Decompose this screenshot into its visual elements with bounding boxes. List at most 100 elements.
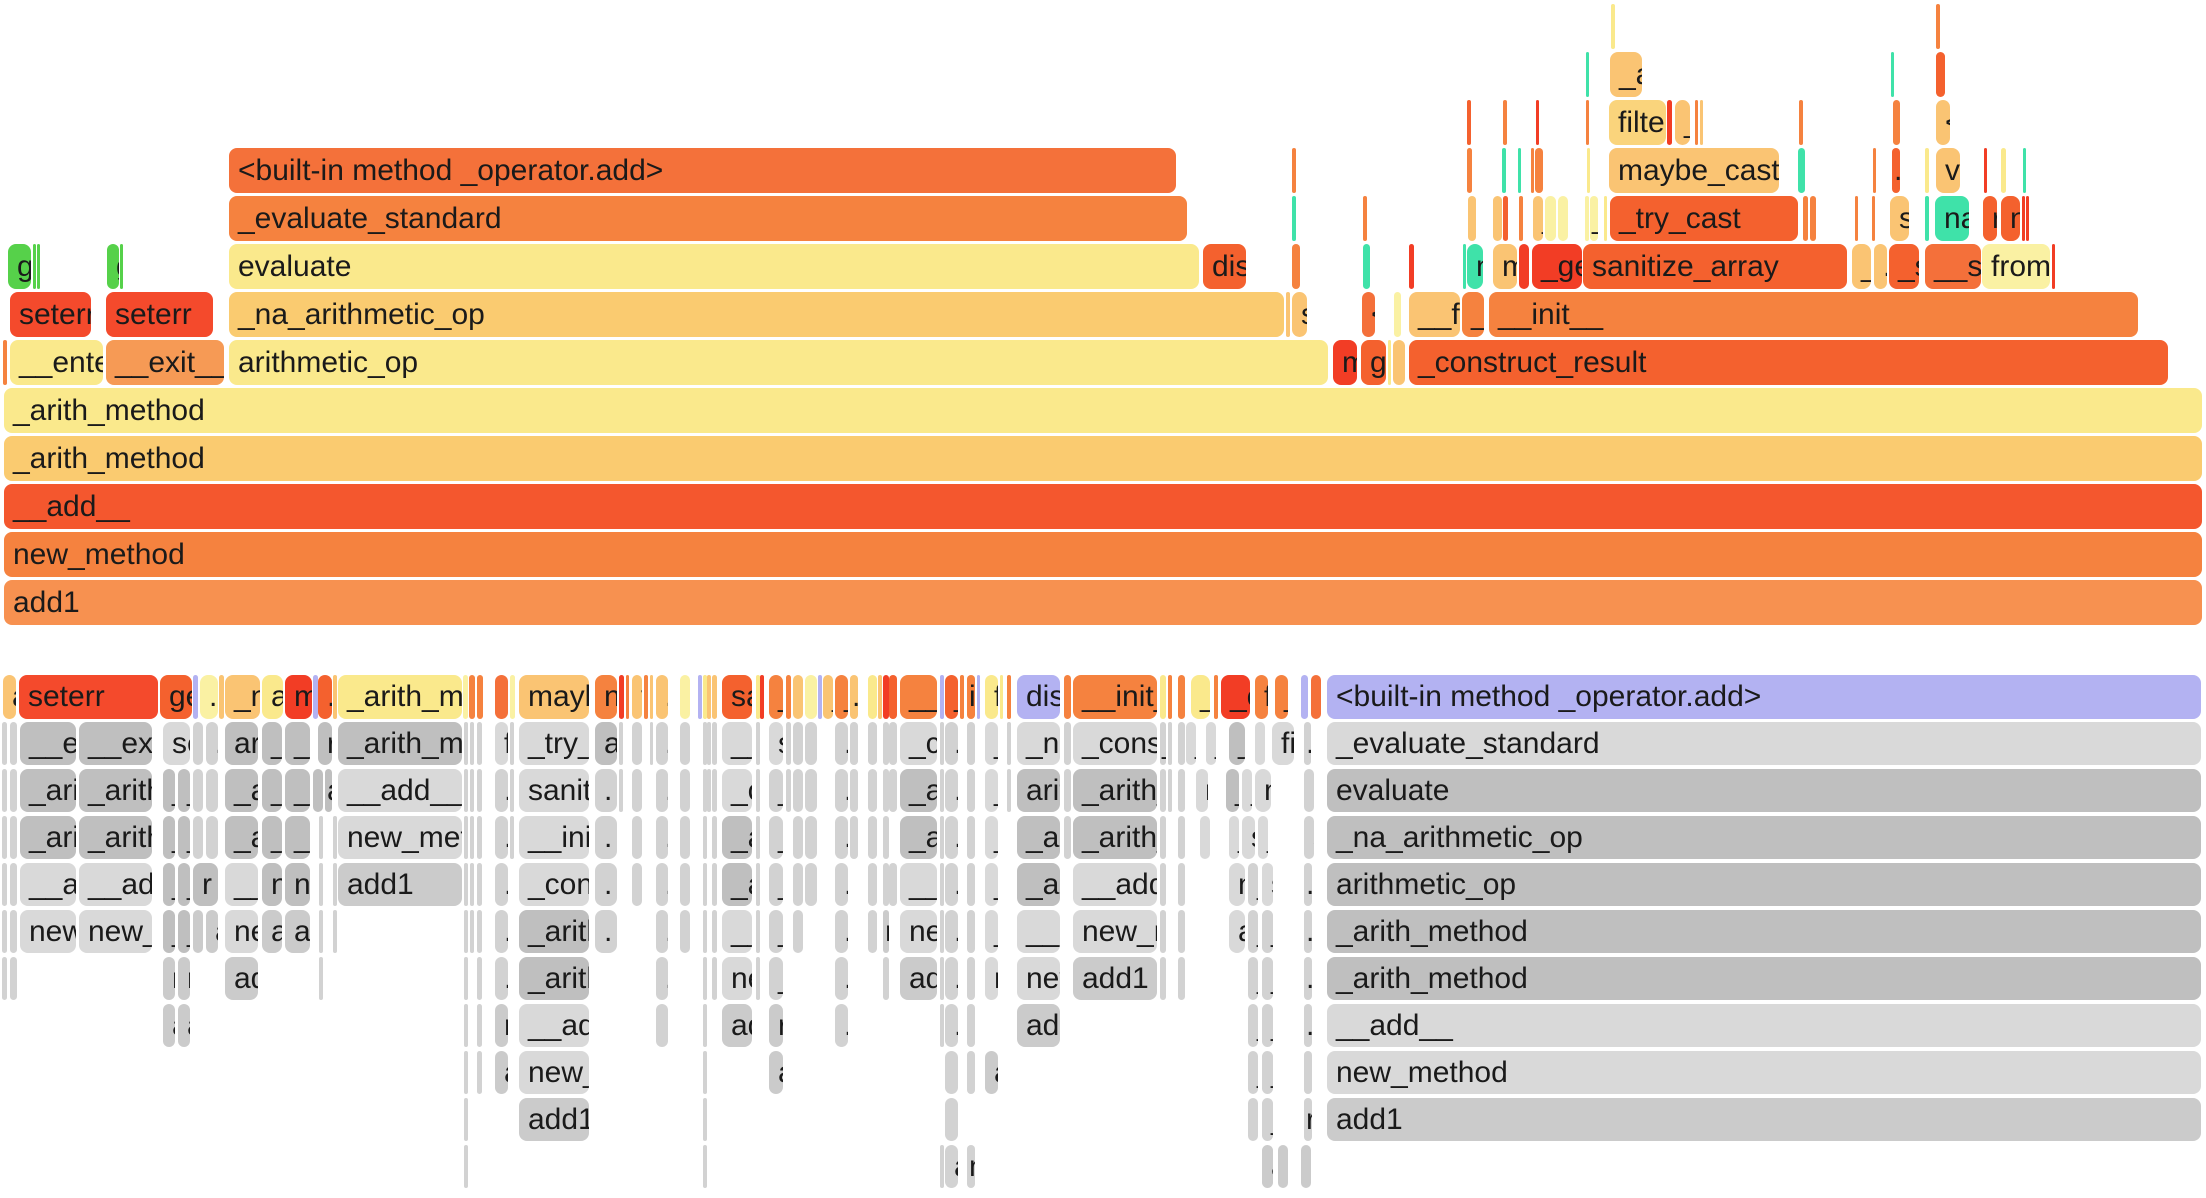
frame-g[interactable]: g (8, 244, 31, 289)
frame-__add_[interactable]: __add_ (1073, 863, 1157, 906)
frame-[interactable]: . (835, 722, 848, 765)
frame-sliver[interactable] (1178, 722, 1185, 765)
frame-sliver[interactable] (1810, 196, 1816, 241)
frame-sliver[interactable] (1467, 148, 1472, 193)
frame-g[interactable]: g (1361, 340, 1386, 385)
frame-_[interactable]: _ (1262, 1051, 1273, 1094)
frame-_[interactable]: _ (178, 910, 190, 953)
frame-__f[interactable]: __f (900, 675, 937, 719)
frame-builtinmethod_operatoradd[interactable]: <built-in method _operator.add> (229, 148, 1176, 193)
frame-se[interactable]: se (163, 722, 190, 765)
frame-_a[interactable]: _a (285, 769, 310, 812)
frame-sliver[interactable] (206, 769, 218, 812)
frame-sliver[interactable] (940, 1145, 944, 1188)
frame-add1[interactable]: add1 (338, 863, 462, 906)
frame-[interactable]: . (835, 863, 848, 906)
frame-s[interactable]: s (1242, 816, 1255, 859)
frame-sliver[interactable] (1700, 100, 1703, 145)
frame-sliver[interactable] (1695, 100, 1698, 145)
frame-sliver[interactable] (477, 816, 482, 859)
frame-__init_[interactable]: __init_ (1073, 675, 1157, 719)
frame-a[interactable]: a (325, 769, 332, 812)
frame-sliver[interactable] (1393, 340, 1405, 385)
frame-[interactable]: . (945, 863, 958, 906)
frame-_arith_method[interactable]: _arith_method (1327, 957, 2201, 1000)
frame-sliver[interactable] (707, 675, 711, 719)
frame-r[interactable]: r (883, 910, 889, 953)
frame-sliver[interactable] (1007, 722, 1011, 765)
frame-__add_[interactable]: __add_ (79, 863, 152, 906)
frame-a[interactable]: a (495, 1051, 508, 1094)
frame-sliver[interactable] (10, 722, 17, 765)
frame-sliver[interactable] (786, 675, 791, 719)
frame-[interactable]: . (656, 675, 668, 719)
frame-sliver[interactable] (1798, 148, 1805, 193)
frame-sliver[interactable] (805, 769, 817, 812)
frame-i[interactable]: i (967, 675, 975, 719)
frame-ge[interactable]: ge (160, 675, 192, 719)
frame-a[interactable]: a (262, 910, 282, 953)
frame-arithmetic_op[interactable]: arithmetic_op (1327, 863, 2201, 906)
frame-__add__[interactable]: __add__ (4, 484, 2202, 529)
frame-sliver[interactable] (940, 816, 944, 859)
frame-a[interactable]: a (769, 1051, 783, 1094)
frame-_ar[interactable]: _ar (1017, 863, 1060, 906)
frame-_arith_method[interactable]: _arith_method (4, 388, 2202, 433)
frame-[interactable]: . (318, 675, 332, 719)
frame-[interactable]: . (1545, 196, 1556, 241)
frame-[interactable]: . (1304, 769, 1314, 812)
frame-sliver[interactable] (206, 816, 218, 859)
frame-sliver[interactable] (756, 769, 760, 812)
frame-sanitize_array[interactable]: sanitize_array (1583, 244, 1847, 289)
frame-sliver[interactable] (10, 910, 17, 953)
frame-_evaluate_standard[interactable]: _evaluate_standard (229, 196, 1187, 241)
frame-a[interactable]: a (163, 1004, 175, 1047)
frame-a[interactable]: a (262, 675, 283, 719)
frame-c[interactable]: c (793, 675, 803, 719)
frame-[interactable]: . (1874, 244, 1887, 289)
frame-[interactable]: < (1362, 292, 1375, 337)
frame-r[interactable]: r (163, 957, 175, 1000)
frame-sliver[interactable] (1536, 100, 1539, 145)
frame-sliver[interactable] (632, 722, 642, 765)
frame-sliver[interactable] (1855, 196, 1858, 241)
frame-sliver[interactable] (1178, 910, 1185, 953)
frame-_a[interactable]: _a (1229, 722, 1245, 765)
frame-a[interactable]: a (793, 769, 803, 812)
frame-_[interactable]: _ (163, 910, 175, 953)
frame-sliver[interactable] (1292, 244, 1300, 289)
frame-sliver[interactable] (883, 722, 889, 765)
frame-__exit__[interactable]: __exit__ (106, 340, 224, 385)
frame-sliver[interactable] (1178, 769, 1185, 812)
frame-_[interactable]: _ (985, 910, 998, 953)
frame-sliver[interactable] (967, 1004, 975, 1047)
frame-sliver[interactable] (2, 816, 7, 859)
frame-sliver[interactable] (940, 769, 944, 812)
frame-sliver[interactable] (967, 863, 975, 906)
frame-sliver[interactable] (1467, 100, 1471, 145)
frame-sliver[interactable] (10, 863, 17, 906)
frame-__add__[interactable]: __add__ (1327, 1004, 2201, 1047)
frame-ne[interactable]: ne (225, 910, 258, 953)
frame-_[interactable]: _ (1242, 769, 1252, 812)
frame-sliver[interactable] (1000, 675, 1003, 719)
frame-[interactable]: . (1311, 675, 1321, 719)
frame-add[interactable]: add (900, 957, 937, 1000)
frame-sliver[interactable] (619, 769, 623, 812)
frame-r[interactable]: r (495, 1004, 508, 1047)
frame-sliver[interactable] (626, 675, 629, 719)
frame-[interactable]: . (1558, 196, 1568, 241)
frame-__[interactable]: __ (225, 863, 258, 906)
frame-_[interactable]: _ (1248, 910, 1258, 953)
frame-sliver[interactable] (1502, 148, 1506, 193)
frame-sliver[interactable] (1872, 196, 1875, 241)
frame-na[interactable]: na (1935, 196, 1969, 241)
frame-sliver[interactable] (680, 816, 690, 859)
frame-[interactable]: . (595, 910, 617, 953)
frame-fi[interactable]: fi (1272, 722, 1294, 765)
frame-sliver[interactable] (680, 722, 690, 765)
frame-__init[interactable]: __init (519, 816, 589, 859)
frame-sliver[interactable] (1531, 148, 1534, 193)
frame-sliver[interactable] (464, 816, 468, 859)
frame-_[interactable]: _ (262, 816, 282, 859)
